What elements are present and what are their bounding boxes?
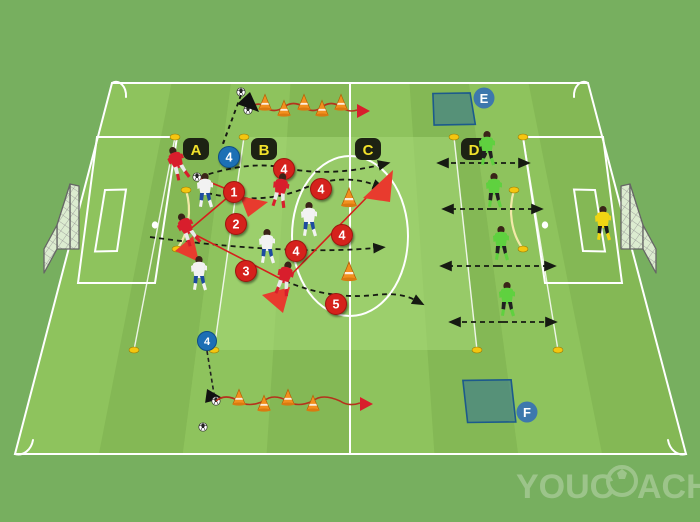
svg-text:2: 2 — [233, 218, 240, 232]
svg-text:E: E — [480, 91, 489, 106]
svg-text:F: F — [523, 405, 531, 420]
svg-text:4: 4 — [318, 183, 325, 197]
svg-text:4: 4 — [293, 245, 300, 259]
svg-text:4: 4 — [226, 151, 233, 165]
svg-text:ACH: ACH — [637, 468, 700, 506]
svg-text:A: A — [191, 142, 202, 159]
svg-text:D: D — [469, 142, 480, 159]
svg-text:3: 3 — [243, 265, 250, 279]
svg-text:1: 1 — [231, 186, 238, 200]
svg-text:YOUC: YOUC — [516, 468, 614, 506]
svg-text:C: C — [363, 142, 374, 159]
svg-text:4: 4 — [204, 336, 211, 348]
svg-text:4: 4 — [339, 229, 346, 243]
svg-text:B: B — [259, 142, 270, 159]
svg-text:5: 5 — [333, 298, 340, 312]
